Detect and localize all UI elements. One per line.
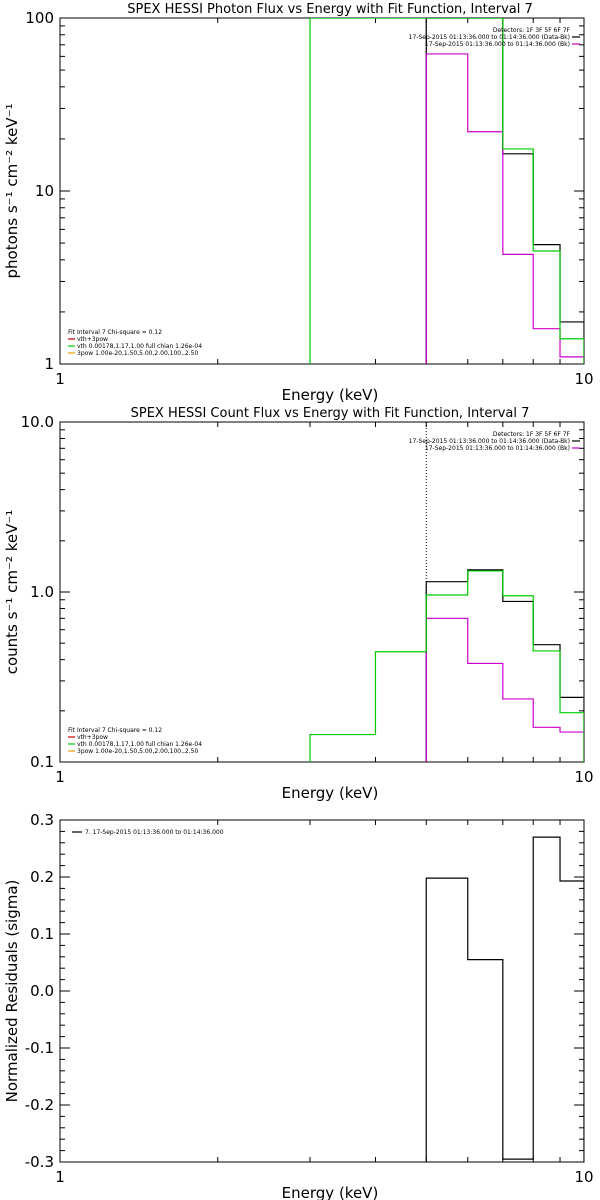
series-1-line	[425, 569, 584, 762]
y-tick-label: 1.0	[30, 583, 54, 601]
plot-frame	[59, 819, 585, 1163]
data-legend-entry: 17-Sep-2015 01:13:36.000 to 01:14:36.000…	[409, 34, 570, 41]
fit-legend-entry: Fit Interval 7 Chi-square = 0.12	[68, 727, 162, 734]
y-tick-label: -0.2	[25, 1096, 54, 1114]
data-legend-entry: 17-Sep-2015 01:13:36.000 to 01:14:36.000…	[409, 438, 570, 445]
y-tick-label: 10	[35, 182, 54, 200]
fit-legend-entry: vth 0.00178,1.17,1.00 full chian 1.26e-0…	[77, 343, 202, 350]
series-group	[425, 836, 584, 1162]
series-3-line	[309, 570, 584, 762]
plot-frame	[59, 421, 585, 763]
series-2-line	[425, 617, 584, 762]
fit-legend-entry: 3pow 1.00e-20,1.50,5.00,2.00,100.,2.50	[77, 748, 198, 755]
y-tick-label: 1	[44, 355, 54, 373]
fit-legend-entry: 3pow 1.00e-20,1.50,5.00,2.00,100.,2.50	[77, 350, 198, 357]
chart-1: 1 10 1 10 100 SPEX HESSI Photon Flux vs Energ…	[3, 2, 594, 404]
y-tick-label: 0.1	[30, 753, 54, 771]
y-axis-label: Normalized Residuals (sigma)	[3, 880, 21, 1103]
y-tick-label: 100	[25, 9, 54, 27]
data-legend-entry: 17-Sep-2015 01:13:36.000 to 01:14:36.000…	[425, 445, 570, 452]
chart-title: SPEX HESSI Count Flux vs Energy with Fit…	[131, 406, 530, 421]
y-tick-label: 10.0	[21, 413, 54, 431]
data-legend-entry: 17-Sep-2015 01:13:36.000 to 01:14:36.000…	[425, 41, 570, 48]
y-tick-label: 0.2	[30, 868, 54, 886]
fit-legend-entry: vth+3pow	[77, 734, 108, 741]
series-2-line	[425, 53, 584, 364]
data-legend-entry: 7. 17-Sep-2015 01:13:36.000 to 01:14:36.…	[85, 829, 224, 836]
y-tick-label: -0.3	[25, 1153, 54, 1171]
x-axis-label: Energy (keV)	[282, 1184, 379, 1200]
series-group	[309, 569, 584, 762]
x-tick-label: 1	[55, 768, 65, 786]
fit-legend-entry: Fit Interval 7 Chi-square = 0.12	[68, 329, 162, 336]
x-tick-label: 10	[574, 768, 593, 786]
x-tick-label: 1	[55, 370, 65, 388]
series-group	[309, 18, 584, 364]
y-axis-label: photons s⁻¹ cm⁻² keV⁻¹	[3, 104, 21, 279]
y-tick-label: -0.1	[25, 1039, 54, 1057]
data-legend-entry: Detectors: 1F 3F 5F 6F 7F	[493, 27, 571, 34]
x-tick-label: 10	[574, 370, 593, 388]
x-axis-label: Energy (keV)	[282, 386, 379, 404]
y-axis-label: counts s⁻¹ cm⁻² keV⁻¹	[3, 510, 21, 675]
y-tick-label: 0.3	[30, 811, 54, 829]
chart-3: 1 10 -0.3 -0.2 -0.1 0.0 0.1 0.2 0.3 Energy (keV) N…	[3, 811, 594, 1200]
x-tick-label: 10	[574, 1168, 593, 1186]
x-tick-label: 1	[55, 1168, 65, 1186]
plot-frame	[59, 17, 585, 365]
fit-legend-entry: vth+3pow	[77, 336, 108, 343]
y-tick-label: 0.0	[30, 982, 54, 1000]
y-tick-label: 0.1	[30, 925, 54, 943]
series-1-line	[425, 836, 584, 1162]
data-legend-entry: Detectors: 1F 3F 5F 6F 7F	[493, 431, 571, 438]
series-3-line	[309, 18, 584, 364]
chart-2: 1 10 0.1 1.0 10.0 SPEX HESSI Count Flux vs En…	[3, 406, 594, 802]
x-axis-label: Energy (keV)	[282, 784, 379, 802]
fit-legend-entry: vth 0.00178,1.17,1.00 full chian 1.26e-0…	[77, 741, 202, 748]
chart-title: SPEX HESSI Photon Flux vs Energy with Fi…	[127, 2, 533, 17]
